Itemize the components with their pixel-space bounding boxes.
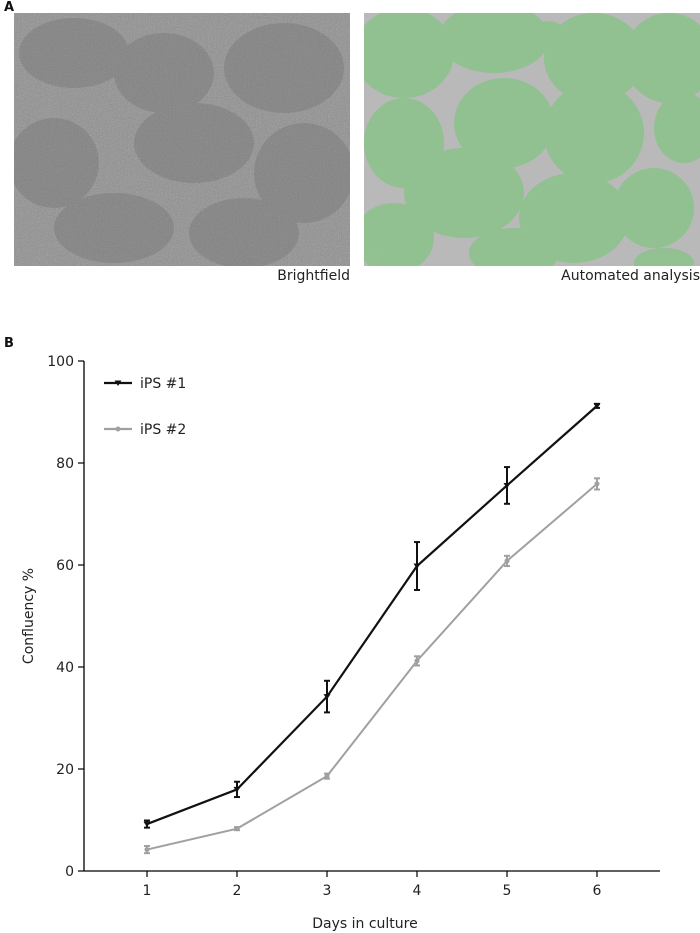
- automated-analysis-caption: Automated analysis: [561, 268, 700, 284]
- series-1: [143, 402, 601, 829]
- x-tick-label: 4: [413, 883, 422, 899]
- data-point: [503, 482, 511, 489]
- x-tick-label: 2: [233, 883, 242, 899]
- data-point: [593, 403, 601, 409]
- series-line: [146, 405, 598, 826]
- legend-label: iPS #1: [140, 376, 186, 392]
- legend-item-1: iPS #1: [104, 376, 186, 392]
- data-point: [143, 821, 151, 828]
- y-tick-label: 20: [56, 762, 74, 778]
- x-tick-label: 3: [323, 883, 332, 899]
- chart-legend: iPS #1 iPS #2: [104, 376, 186, 438]
- chart-series: [143, 402, 601, 855]
- series-2: [144, 477, 600, 855]
- legend-marker: [115, 426, 121, 432]
- y-tick-label: 0: [65, 864, 74, 880]
- data-point: [594, 481, 600, 487]
- brightfield-image: [14, 13, 350, 266]
- legend-item-2: iPS #2: [104, 422, 186, 438]
- data-point: [414, 658, 420, 664]
- x-tick-label: 5: [503, 883, 512, 899]
- y-tick-label: 80: [56, 456, 74, 472]
- series-line: [146, 483, 598, 851]
- y-tick-label: 40: [56, 660, 74, 676]
- data-point: [233, 786, 241, 793]
- y-tick-label: 60: [56, 558, 74, 574]
- confluency-line-chart: 0 20 40 60 80 100 1 2 3 4 5 6 iPS #1 iPS #2 Confluen…: [21, 354, 660, 932]
- data-point: [413, 563, 421, 570]
- data-point: [234, 826, 240, 832]
- x-tick-label: 1: [143, 883, 152, 899]
- data-point: [144, 847, 150, 853]
- x-tick-label: 6: [593, 883, 602, 899]
- data-point: [323, 694, 331, 700]
- data-point: [324, 773, 330, 779]
- legend-label: iPS #2: [140, 422, 186, 438]
- chart-axes: 0 20 40 60 80 100 1 2 3 4 5 6: [47, 354, 660, 899]
- data-point: [504, 558, 510, 564]
- panel-b-label: B: [4, 336, 14, 351]
- legend-marker: [114, 380, 122, 386]
- x-axis-label: Days in culture: [312, 916, 418, 932]
- brightfield-caption: Brightfield: [277, 268, 350, 284]
- y-axis-label: Confluency %: [21, 568, 37, 664]
- automated-analysis-image: [364, 13, 700, 266]
- y-tick-label: 100: [47, 354, 74, 370]
- panel-a-label: A: [4, 0, 15, 15]
